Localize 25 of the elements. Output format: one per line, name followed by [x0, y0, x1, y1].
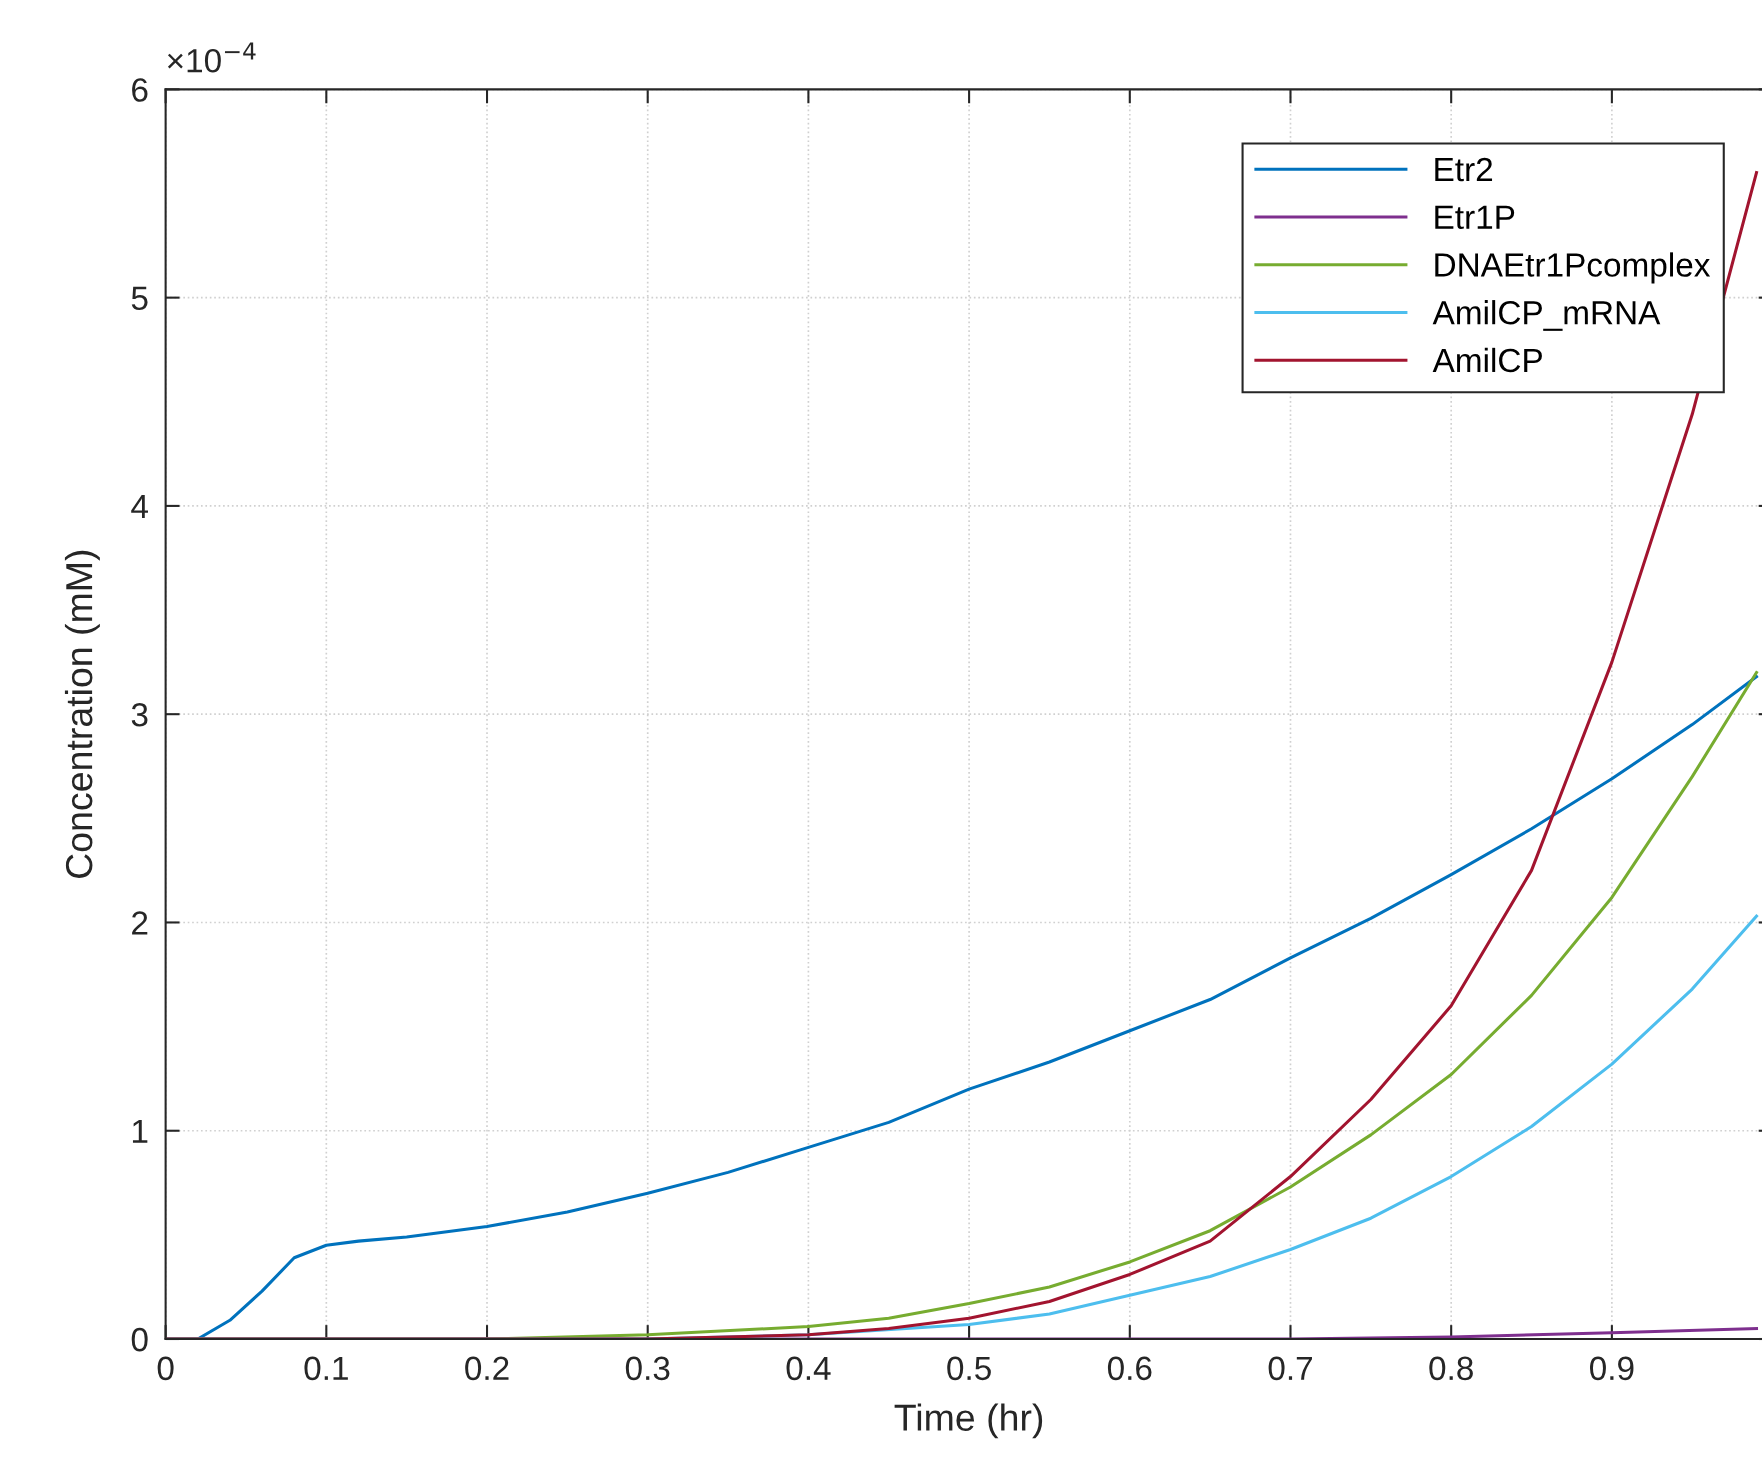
- legend-label: Etr1P: [1435, 205, 1515, 230]
- x-tick-label: 0.8: [1429, 1356, 1473, 1381]
- x-tick-label: 0.7: [1268, 1356, 1312, 1381]
- x-tick-label: 0.5: [947, 1356, 991, 1381]
- y-tick-label: 0: [131, 1327, 148, 1352]
- y-tick-label: 3: [131, 702, 148, 727]
- x-tick-label: 0.4: [786, 1356, 831, 1381]
- x-tick-label: 0.1: [304, 1356, 348, 1381]
- y-axis-title: Concentration (mM): [64, 550, 100, 878]
- x-tick-label: 0: [157, 1356, 174, 1381]
- y-tick-label: 1: [132, 1119, 148, 1143]
- text: ×10$^{−4}$: [167, 42, 256, 73]
- x-axis-title: Time (hr): [894, 1403, 1043, 1439]
- legend-label: DNAEtr1Pcomplex: [1435, 252, 1711, 284]
- y-tick-label: 5: [131, 286, 148, 311]
- legend-label: AmilCP_mRNA: [1432, 300, 1661, 331]
- x-tick-label: 0.3: [625, 1356, 670, 1381]
- y-tick-label: 4: [131, 495, 148, 518]
- x-tick-label: 0.9: [1590, 1356, 1634, 1381]
- legend-label: AmilCP: [1432, 347, 1542, 373]
- x-tick-label: 0.6: [1107, 1356, 1152, 1381]
- x-tick-label: 0.2: [465, 1356, 509, 1381]
- y-tick-label: 2: [132, 911, 148, 935]
- legend-label: Etr2: [1435, 157, 1493, 182]
- y-tick-label: 6: [132, 78, 148, 102]
